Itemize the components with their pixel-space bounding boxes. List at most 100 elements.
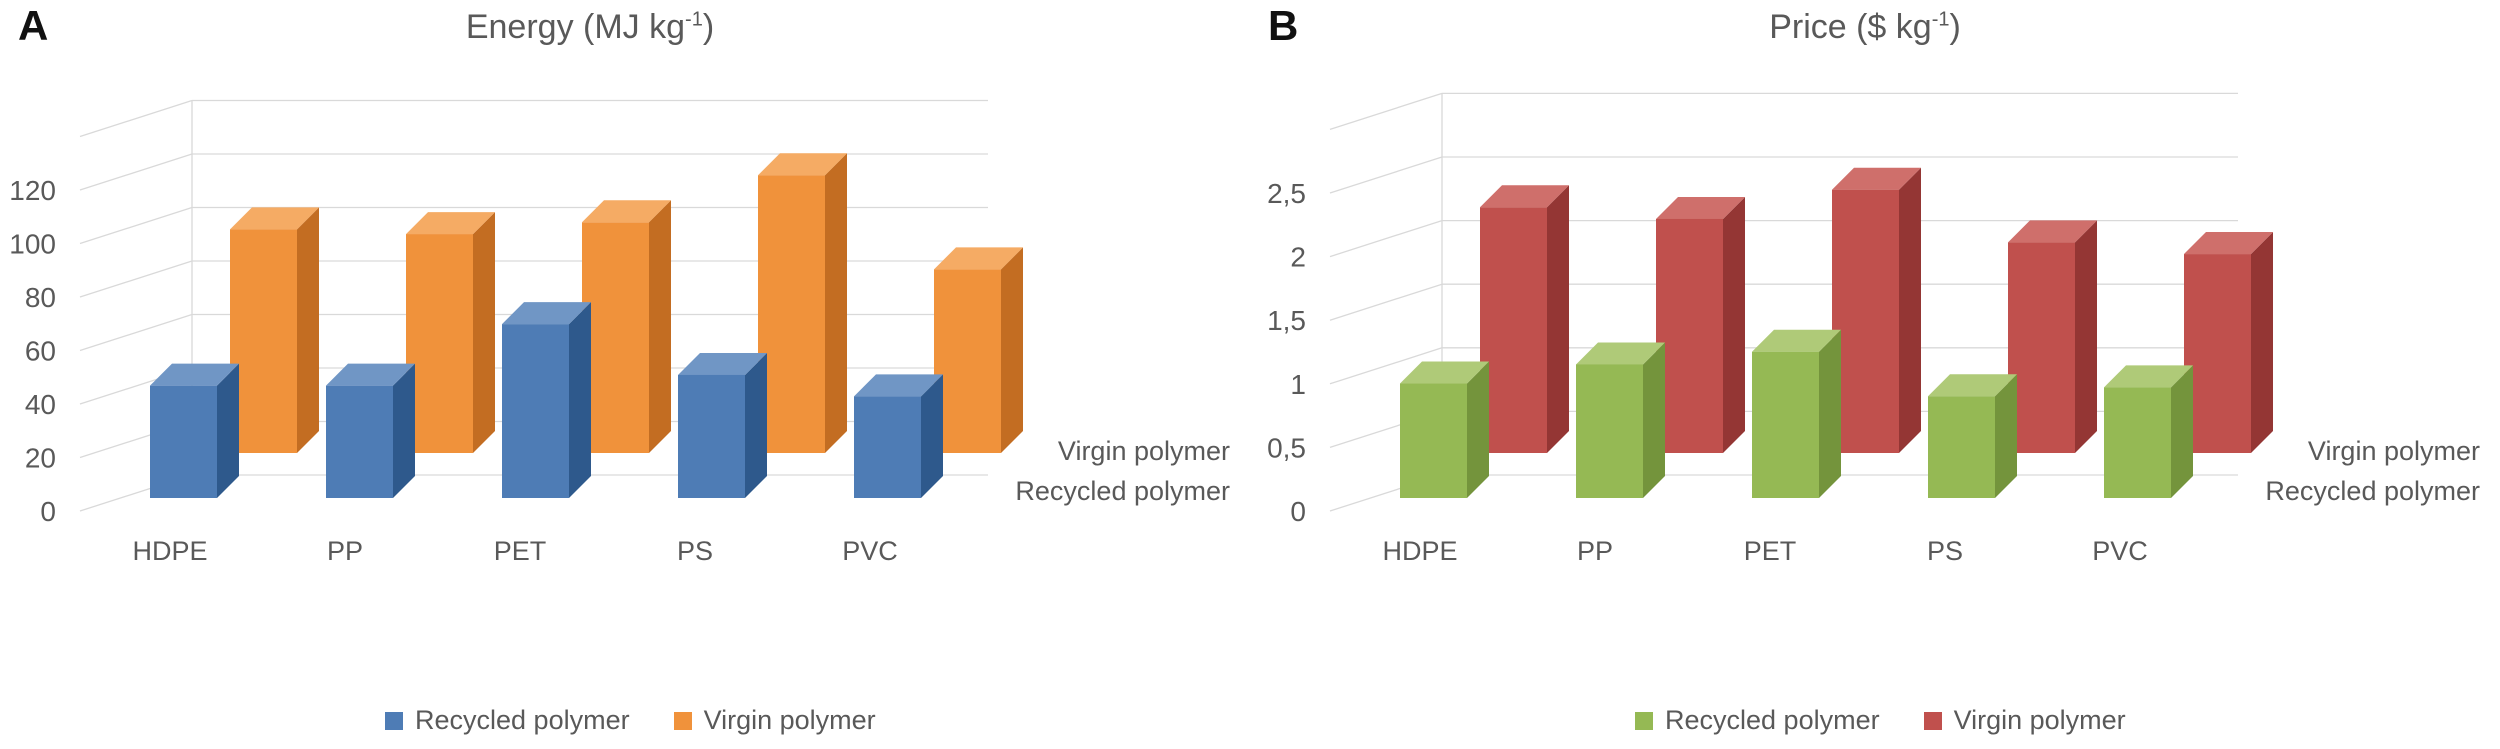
energy-chart-title: Energy (MJ kg-1) <box>0 8 1180 47</box>
bar-side-face <box>2251 232 2273 453</box>
bar-side-face <box>1643 342 1665 498</box>
bar-front-face <box>854 396 921 498</box>
bar-side-face <box>1723 196 1745 453</box>
energy-legend-label-virgin: Virgin polymer <box>703 705 876 735</box>
bar-side-face <box>569 302 591 498</box>
bar-top-face <box>758 153 847 176</box>
series-recycled-bars <box>150 302 943 498</box>
price-depth-axis-labels: Virgin polymer Recycled polymer <box>2265 431 2480 511</box>
bar-top-face <box>854 374 943 397</box>
price-legend-item-recycled: Recycled polymer <box>1635 705 1880 736</box>
bar-top-face <box>582 200 671 223</box>
price-title-end: ) <box>1949 8 1961 46</box>
price-chart-title: Price ($ kg-1) <box>1250 8 2480 47</box>
price-title-superscript: -1 <box>1931 8 1950 31</box>
bar-front-face <box>678 374 745 498</box>
energy-title-main: Energy (MJ kg <box>465 8 686 46</box>
price-legend-label-virgin: Virgin polymer <box>1953 705 2126 735</box>
y-tick-label: 2,5 <box>1267 178 1306 209</box>
bar-top-face <box>1400 361 1489 384</box>
energy-depth-axis-labels: Virgin polymer Recycled polymer <box>1015 431 1230 511</box>
bar-top-face <box>406 212 495 235</box>
bar-side-face <box>649 200 671 453</box>
category-label: HDPE <box>1382 536 1457 566</box>
panel-letter-a: A <box>18 2 49 49</box>
bar-front-face <box>150 385 217 498</box>
bar-front-face <box>326 385 393 498</box>
energy-legend: Recycled polymer Virgin polymer <box>385 705 876 736</box>
category-label: PET <box>494 536 547 566</box>
bar-top-face <box>1752 329 1841 352</box>
y-tick-label: 0,5 <box>1267 432 1306 463</box>
price-legend: Recycled polymer Virgin polymer <box>1635 705 2126 736</box>
bar-front-face <box>2104 387 2171 498</box>
bar-top-face <box>326 363 415 386</box>
series-virgin-bars <box>1480 167 2273 454</box>
panel-energy: A Energy (MJ kg-1) 0 20 40 60 80 100 120 HDPE PP… <box>0 2 1230 736</box>
bar-top-face <box>1656 196 1745 219</box>
energy-chart-canvas: 0 20 40 60 80 100 120 HDPE PP PET PS PVC <box>9 99 1023 566</box>
bar-side-face <box>2171 365 2193 498</box>
y-tick-label: 1,5 <box>1267 305 1306 336</box>
bar-front-face <box>1752 351 1819 498</box>
y-tick-label: 80 <box>25 282 56 313</box>
virgin-polymer-swatch-icon <box>673 711 692 730</box>
y-tick-label: 60 <box>25 336 56 367</box>
price-depth-label-virgin: Virgin polymer <box>2307 436 2480 466</box>
bar-side-face <box>921 374 943 498</box>
energy-title-end: ) <box>702 8 715 46</box>
panel-price: B Price ($ kg-1) 0 0,5 1 1,5 2 2,5 HDPE PP PET PS… <box>1250 0 2500 749</box>
category-label: PVC <box>2092 536 2148 566</box>
y-tick-label: 40 <box>25 389 56 420</box>
y-tick-label: 0 <box>40 496 56 527</box>
bar-top-face <box>150 363 239 386</box>
bar-front-face <box>502 324 569 498</box>
y-tick-label: 1 <box>1290 369 1306 400</box>
category-labels: HDPE PP PET PS PVC <box>1382 536 2147 566</box>
y-tick-label: 2 <box>1290 242 1306 273</box>
bar-front-face <box>934 269 1001 453</box>
energy-legend-item-virgin: Virgin polymer <box>673 705 876 736</box>
bar-top-face <box>1832 167 1921 190</box>
price-chart-canvas: 0 0,5 1 1,5 2 2,5 HDPE PP PET PS PVC <box>1267 92 2273 566</box>
bar-front-face <box>758 175 825 453</box>
bar-side-face <box>1547 185 1569 453</box>
category-label: PVC <box>842 536 898 566</box>
bar-front-face <box>1928 396 1995 498</box>
bar-side-face <box>825 153 847 453</box>
category-labels: HDPE PP PET PS PVC <box>132 536 897 566</box>
bar-side-face <box>297 207 319 453</box>
series-virgin-bars <box>230 153 1023 453</box>
series-recycled-bars <box>1400 329 2193 498</box>
bar-front-face <box>582 222 649 453</box>
category-label: HDPE <box>132 536 207 566</box>
virgin-polymer-swatch-icon <box>1923 711 1942 730</box>
y-tick-label: 120 <box>9 175 56 206</box>
y-axis-tick-labels: 0 0,5 1 1,5 2 2,5 <box>1267 178 1306 527</box>
price-legend-item-virgin: Virgin polymer <box>1923 705 2126 736</box>
bar-front-face <box>2184 254 2251 453</box>
bar-front-face <box>230 229 297 453</box>
bar-top-face <box>934 247 1023 270</box>
price-depth-label-recycled: Recycled polymer <box>2265 476 2480 506</box>
price-title-main: Price ($ kg <box>1769 8 1932 46</box>
y-tick-label: 20 <box>25 443 56 474</box>
bar-top-face <box>678 352 767 375</box>
energy-legend-label-recycled: Recycled polymer <box>415 705 630 735</box>
panel-letter-b: B <box>1268 2 1299 49</box>
bar-top-face <box>1480 185 1569 208</box>
bar-top-face <box>2008 220 2097 243</box>
bar-side-face <box>1899 167 1921 454</box>
bar-front-face <box>1576 364 1643 498</box>
price-legend-label-recycled: Recycled polymer <box>1665 705 1880 735</box>
bar-side-face <box>1467 361 1489 498</box>
recycled-polymer-swatch-icon <box>385 711 403 730</box>
bar-side-face <box>745 352 767 498</box>
bar-side-face <box>1001 247 1023 453</box>
bar-side-face <box>1819 329 1841 498</box>
bar-side-face <box>2075 220 2097 453</box>
bar-top-face <box>502 302 591 325</box>
category-label: PP <box>327 536 363 566</box>
bar-side-face <box>473 212 495 453</box>
bar-front-face <box>2008 242 2075 453</box>
